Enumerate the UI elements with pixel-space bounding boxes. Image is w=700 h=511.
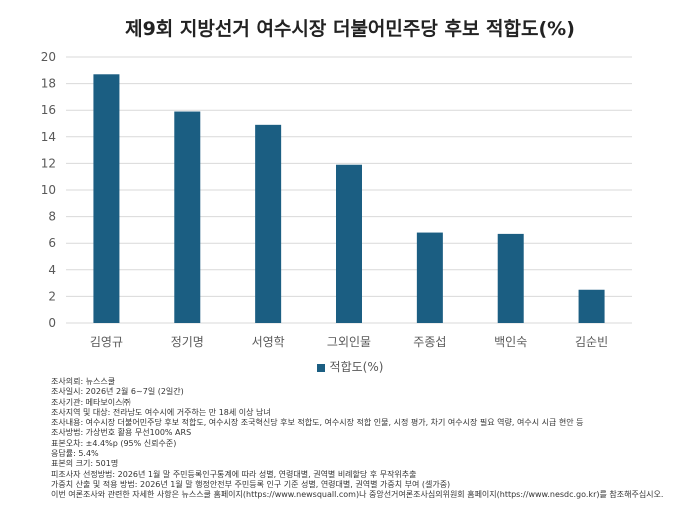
y-tick-label: 6 xyxy=(48,236,56,250)
y-tick-label: 20 xyxy=(41,50,56,64)
y-axis-ticks: 0 2 4 6 8 10 12 14 16 18 20 xyxy=(41,50,56,330)
x-tick-label: 서영학 xyxy=(252,335,285,349)
bar-백인숙 xyxy=(497,233,524,323)
note-line: 조사기관: 메타보이스㈜ xyxy=(51,397,131,407)
legend-label: 적합도(%) xyxy=(329,360,384,374)
x-axis-labels: 김영규 정기명 서영학 그외인물 주종섭 백인숙 김순빈 xyxy=(90,335,608,349)
y-tick-label: 18 xyxy=(41,77,56,91)
bar-정기명 xyxy=(174,111,201,323)
note-line: 조사내용: 여수시장 더불어민주당 후보 적합도, 여수시장 조국혁신당 후보 … xyxy=(51,418,584,428)
note-line: 피조사자 선정방법: 2026년 1월 말 주민등록인구통계에 따라 성별, 연… xyxy=(51,469,417,479)
bar-서영학 xyxy=(255,124,282,323)
y-tick-label: 10 xyxy=(41,183,56,197)
y-tick-label: 16 xyxy=(41,103,56,117)
y-tick-label: 12 xyxy=(41,156,56,170)
bar-김영규 xyxy=(93,74,120,323)
y-tick-label: 2 xyxy=(48,289,56,303)
note-line: 표본오차: ±4.4%p (95% 신뢰수준) xyxy=(51,438,177,448)
y-tick-label: 8 xyxy=(48,210,56,224)
x-tick-label: 주종섭 xyxy=(413,335,446,349)
legend: 적합도(%) xyxy=(0,358,700,375)
y-tick-label: 4 xyxy=(48,263,56,277)
note-line: 표본의 크기: 501명 xyxy=(51,459,119,469)
x-tick-label: 백인숙 xyxy=(494,335,527,349)
note-line: 조사방법: 가상번호 활용 무선100% ARS xyxy=(51,428,192,438)
note-line: 가중치 산출 및 적용 방법: 2026년 1월 말 행정안전부 주민등록 인구… xyxy=(51,479,451,489)
note-line: 이번 여론조사와 관련한 자세한 사항은 뉴스스쿨 홈페이지(https://w… xyxy=(51,490,664,500)
bar-그외인물 xyxy=(336,164,362,323)
note-line: 조사일시: 2026년 2월 6~7일 (2일간) xyxy=(51,387,184,397)
bar-chart: 0 2 4 6 8 10 12 14 16 18 20 김영규 정기명 서영학 그외인물 주종섭 백인숙 김순빈 xyxy=(41,50,632,349)
bar-주종섭 xyxy=(416,232,443,323)
legend-swatch xyxy=(316,363,325,372)
y-tick-label: 14 xyxy=(41,130,56,144)
x-tick-label: 그외인물 xyxy=(327,335,371,349)
y-tick-label: 0 xyxy=(48,316,56,330)
survey-notes: 조사의뢰: 뉴스스쿨 조사일시: 2026년 2월 6~7일 (2일간) 조사기… xyxy=(51,377,691,501)
note-line: 응답률: 5.4% xyxy=(51,449,99,459)
chart-title: 제9회 지방선거 여수시장 더불어민주당 후보 적합도(%) xyxy=(125,18,575,40)
x-tick-label: 김순빈 xyxy=(575,335,608,349)
bars xyxy=(93,74,605,323)
x-tick-label: 김영규 xyxy=(90,335,123,349)
note-line: 조사지역 및 대상: 전라남도 여수시에 거주하는 만 18세 이상 남녀 xyxy=(51,407,271,417)
x-tick-label: 정기명 xyxy=(171,335,204,349)
note-line: 조사의뢰: 뉴스스쿨 xyxy=(51,377,116,386)
bar-김순빈 xyxy=(578,289,605,323)
